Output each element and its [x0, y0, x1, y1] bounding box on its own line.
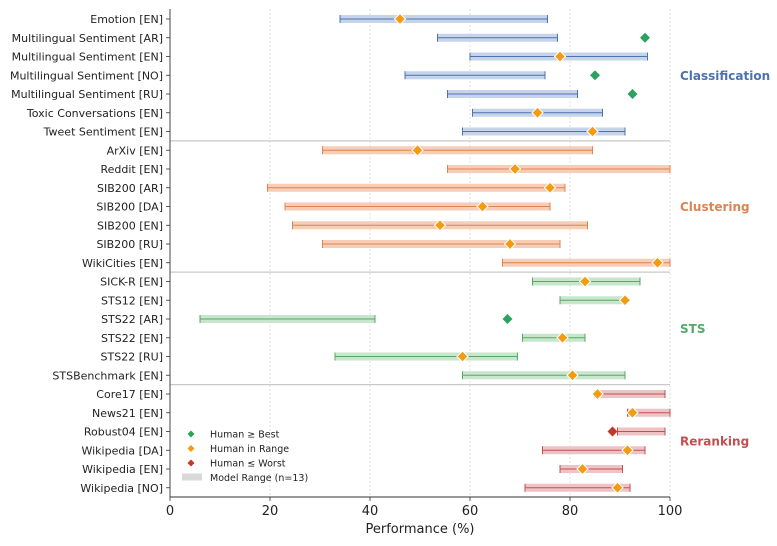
legend-label-3: Human ≤ Worst	[210, 459, 286, 470]
y-tick-multilingual-sentiment-ru: Multilingual Sentiment [RU]	[11, 88, 163, 101]
y-tick-sts22-ar: STS22 [AR]	[101, 313, 163, 326]
y-tick-sts22-en: STS22 [EN]	[101, 332, 163, 345]
human-marker-wikipedia-da	[621, 444, 634, 457]
y-tick-toxic-conversations-en: Toxic Conversations [EN]	[26, 107, 163, 120]
x-tick-0: 0	[166, 504, 174, 519]
human-marker-wikipedia-en	[576, 462, 589, 476]
human-marker-multilingual-sentiment-ru	[627, 89, 638, 99]
legend-label-2: Human in Range	[210, 444, 289, 455]
legend-swatch-human-worst	[187, 459, 195, 467]
legend-label-1: Human ≥ Best	[210, 430, 280, 441]
y-tick-sib200-en: SIB200 [EN]	[97, 219, 163, 232]
human-marker-sib200-ru	[503, 237, 517, 251]
y-tick-multilingual-sentiment-no: Multilingual Sentiment [NO]	[10, 69, 163, 82]
group-label-clustering: Clustering	[680, 200, 750, 214]
y-tick-tweet-sentiment-en: Tweet Sentiment [EN]	[43, 126, 163, 139]
group-labels: Classification Clustering STS Reranking	[680, 69, 770, 449]
y-tick-multilingual-sentiment-en: Multilingual Sentiment [EN]	[12, 51, 163, 64]
y-tick-sib200-ar: SIB200 [AR]	[97, 182, 163, 195]
legend-swatch-model-range	[182, 473, 202, 481]
y-tick-wikipedia-da: Wikipedia [DA]	[81, 444, 163, 457]
group-separators	[170, 140, 670, 386]
human-marker-multilingual-sentiment-en	[553, 50, 567, 63]
human-markers	[393, 12, 664, 494]
human-marker-sts22-ar	[502, 314, 513, 324]
human-marker-sib200-en	[433, 219, 447, 232]
group-label-reranking: Reranking	[680, 434, 749, 448]
legend-label-4: Model Range (n=13)	[210, 473, 308, 484]
human-marker-sts12-en	[618, 294, 632, 307]
group-label-classification: Classification	[680, 69, 770, 83]
human-marker-reddit-en	[508, 162, 522, 176]
y-tick-stsbenchmark-en: STSBenchmark [EN]	[52, 369, 163, 382]
y-tick-sts22-ru: STS22 [RU]	[101, 351, 163, 364]
y-tick-sib200-ru: SIB200 [RU]	[96, 238, 163, 251]
y-tick-arxiv-en: ArXiv [EN]	[107, 144, 163, 157]
y-tick-emotion-en: Emotion [EN]	[90, 13, 163, 26]
human-marker-multilingual-sentiment-ar	[640, 32, 650, 43]
legend-swatch-human-in-range	[187, 445, 195, 452]
legend-swatch-human-best	[187, 430, 195, 438]
y-tick-wikicities-en: WikiCities [EN]	[82, 257, 163, 270]
human-marker-emotion-en	[393, 12, 407, 26]
model-range-bars	[199, 15, 671, 492]
x-tick-100: 100	[658, 504, 683, 519]
x-axis: 0 20 40 60 80 100	[166, 9, 683, 519]
human-marker-wikicities-en	[651, 256, 664, 269]
human-marker-sick-r-en	[578, 275, 592, 288]
group-label-sts: STS	[680, 322, 705, 336]
grid-layer	[169, 9, 671, 497]
y-tick-labels: Emotion [EN] Multilingual Sentiment [AR] M…	[10, 13, 170, 495]
human-marker-arxiv-en	[411, 144, 424, 157]
human-marker-wikipedia-no	[611, 481, 624, 494]
y-tick-core17-en: Core17 [EN]	[96, 388, 163, 401]
y-tick-reddit-en: Reddit [EN]	[100, 163, 163, 176]
human-marker-sib200-ar	[543, 181, 557, 194]
human-marker-robust04-en	[607, 426, 618, 437]
y-tick-sib200-da: SIB200 [DA]	[96, 201, 163, 214]
x-tick-40: 40	[362, 504, 379, 519]
y-tick-wikipedia-no: Wikipedia [NO]	[80, 482, 163, 495]
human-marker-news21-en	[626, 406, 639, 419]
y-tick-robust04-en: Robust04 [EN]	[84, 426, 163, 439]
x-tick-80: 80	[562, 504, 579, 519]
legend: Human ≥ Best Human in Range Human ≤ Worst M…	[182, 430, 308, 484]
human-marker-sts22-ru	[456, 350, 469, 363]
x-axis-title: Performance (%)	[365, 522, 474, 537]
y-tick-sick-r-en: SICK-R [EN]	[100, 276, 163, 289]
x-tick-20: 20	[262, 504, 279, 519]
human-marker-sib200-da	[476, 200, 489, 213]
human-marker-toxic-conversations-en	[531, 106, 544, 119]
human-marker-sts22-en	[556, 331, 569, 344]
y-tick-sts12-en: STS12 [EN]	[101, 294, 163, 307]
human-marker-tweet-sentiment-en	[586, 125, 599, 138]
x-tick-60: 60	[462, 504, 479, 519]
y-tick-news21-en: News21 [EN]	[92, 407, 163, 420]
human-marker-core17-en	[591, 387, 604, 401]
human-marker-stsbenchmark-en	[566, 369, 579, 382]
y-tick-wikipedia-en: Wikipedia [EN]	[82, 463, 163, 476]
human-marker-multilingual-sentiment-no	[590, 70, 600, 81]
y-tick-multilingual-sentiment-ar: Multilingual Sentiment [AR]	[12, 32, 163, 45]
